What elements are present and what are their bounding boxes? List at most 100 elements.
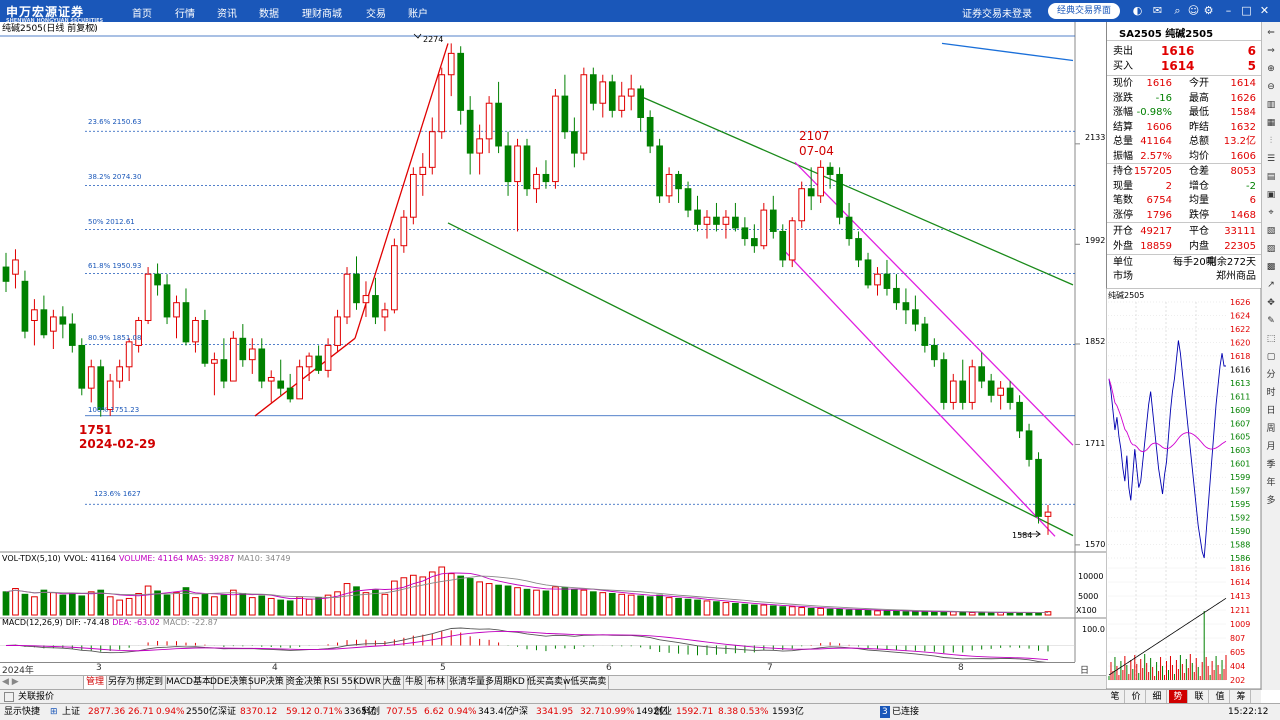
- box-icon[interactable]: ▢: [1266, 352, 1276, 362]
- tab-w-low-buy[interactable]: w低买高卖: [561, 676, 610, 689]
- tab-low-buy[interactable]: 低买高卖: [525, 676, 567, 689]
- target-icon[interactable]: ⌖: [1268, 208, 1274, 218]
- index-value: 8370.12: [240, 707, 278, 717]
- tab-zqh[interactable]: 张清华量: [447, 676, 489, 689]
- volume-bar: [362, 592, 370, 616]
- layout-icon[interactable]: ▤: [1266, 172, 1276, 182]
- nav-news[interactable]: 资讯: [217, 9, 237, 20]
- close-icon[interactable]: ✕: [1259, 4, 1270, 17]
- intraday-price-tick: 1622: [1230, 325, 1250, 334]
- year-icon[interactable]: 年: [1266, 478, 1276, 488]
- nav-data[interactable]: 数据: [259, 9, 279, 20]
- tab-sup[interactable]: SUP决策: [246, 676, 287, 689]
- main-chart-area[interactable]: 纯碱2505(日线 前复权) 2274 1584 2107 07-04 1751…: [0, 22, 1106, 662]
- nav-market[interactable]: 行情: [175, 9, 195, 20]
- kline-icon[interactable]: ⫶: [1269, 136, 1273, 146]
- login-status[interactable]: 证券交易未登录: [962, 9, 1032, 20]
- volume-bar: [305, 598, 313, 616]
- tab-multi-kd[interactable]: 多周期KD: [483, 676, 528, 689]
- candle: [87, 366, 95, 389]
- quick-toggle[interactable]: 显示快捷: [4, 707, 41, 717]
- chart-title: 纯碱2505(日线 前复权): [2, 22, 98, 34]
- nav-account[interactable]: 账户: [408, 9, 428, 20]
- move-icon[interactable]: ✥: [1267, 298, 1275, 308]
- tab-dde[interactable]: DDE决策: [208, 676, 251, 689]
- tab-kdwr[interactable]: KDWR: [351, 676, 384, 689]
- intraday-title: 纯碱2505: [1108, 290, 1144, 300]
- grid-icon[interactable]: ▦: [1266, 118, 1276, 128]
- tab-fund[interactable]: 资金决策: [284, 676, 326, 689]
- multi-icon[interactable]: 多: [1266, 496, 1276, 506]
- quote-value: 1614: [1230, 78, 1256, 89]
- nav-wealth-mall[interactable]: 理财商城: [302, 9, 342, 20]
- minute-icon[interactable]: 分: [1266, 370, 1276, 380]
- btn-detail[interactable]: 细: [1148, 690, 1167, 704]
- window-icon[interactable]: ▩: [1266, 262, 1276, 272]
- connection-status[interactable]: 已连接: [892, 707, 920, 717]
- divider: [1107, 254, 1262, 255]
- arrow-icon[interactable]: ↗: [1267, 280, 1275, 290]
- btn-trend[interactable]: 势: [1169, 690, 1188, 704]
- candle: [192, 319, 199, 343]
- list-icon[interactable]: ☰: [1266, 154, 1276, 164]
- candle: [769, 209, 777, 232]
- zoom-out-icon[interactable]: ⊖: [1267, 82, 1275, 92]
- hour-icon[interactable]: 时: [1266, 388, 1276, 398]
- quote-row: 外盘 18859 内盘 22305: [1107, 240, 1262, 254]
- day-icon[interactable]: 日: [1266, 406, 1276, 416]
- volume-bar: [665, 597, 673, 616]
- tab-save-as[interactable]: 另存为: [106, 676, 139, 689]
- nav-trade[interactable]: 交易: [366, 9, 386, 20]
- related-quote-label[interactable]: 关联报价: [18, 692, 55, 702]
- tab-boll[interactable]: 布林: [425, 676, 449, 689]
- table-icon[interactable]: ▨: [1266, 244, 1276, 254]
- settings-circle-icon[interactable]: [88, 24, 96, 32]
- candle: [324, 344, 332, 371]
- candle: [391, 245, 398, 311]
- btn-chips[interactable]: 筹: [1232, 690, 1251, 704]
- intraday-chart[interactable]: 纯碱2505 1626 1624 1622 1620 1618 1616 1613 1611 1…: [1106, 288, 1261, 689]
- nav-home[interactable]: 首页: [132, 9, 152, 20]
- btn-value[interactable]: 值: [1211, 690, 1230, 704]
- user-icon[interactable]: ☺: [1187, 4, 1200, 17]
- tab-market[interactable]: 大盘: [381, 676, 405, 689]
- pencil-icon[interactable]: ✎: [1267, 316, 1275, 326]
- btn-price[interactable]: 价: [1127, 690, 1146, 704]
- volume-bar: [381, 593, 389, 616]
- back-icon[interactable]: ⇐: [1267, 28, 1275, 38]
- candle: [618, 95, 626, 111]
- compare-icon[interactable]: ▣: [1266, 190, 1276, 200]
- tab-nav-arrows[interactable]: ◀ ▶: [0, 676, 84, 689]
- skin-icon[interactable]: ◐: [1132, 4, 1143, 17]
- grid-icon[interactable]: ⊞: [50, 707, 58, 717]
- tab-manage[interactable]: 管理: [84, 676, 108, 689]
- volume-bar: [220, 594, 228, 616]
- gear-icon[interactable]: ⚙: [1203, 4, 1214, 17]
- forward-icon[interactable]: ⇒: [1267, 46, 1275, 56]
- maximize-icon[interactable]: □: [1241, 4, 1252, 17]
- quote-value: 2: [1165, 180, 1172, 192]
- season-icon[interactable]: 季: [1266, 460, 1276, 470]
- minimize-icon[interactable]: –: [1225, 4, 1232, 17]
- btn-link[interactable]: 联: [1190, 690, 1209, 704]
- intraday-vol-tick: 1211: [1230, 606, 1250, 615]
- tab-bull[interactable]: 牛股: [403, 676, 427, 689]
- shape-icon[interactable]: ⬚: [1266, 334, 1276, 344]
- mail-icon[interactable]: ✉: [1152, 4, 1163, 17]
- calendar-icon[interactable]: ▧: [1266, 226, 1276, 236]
- index-name: 上证: [62, 707, 81, 717]
- tab-macd-basic[interactable]: MACD基本: [164, 676, 214, 689]
- btn-trades[interactable]: 笔: [1106, 690, 1125, 704]
- classic-trade-button[interactable]: 经典交易界面: [1048, 3, 1120, 19]
- expand-icon[interactable]: [4, 692, 14, 702]
- volume-bar: [97, 589, 105, 616]
- tab-bind[interactable]: 绑定到: [134, 676, 167, 689]
- volume-bar: [940, 611, 948, 616]
- week-icon[interactable]: 周: [1266, 424, 1276, 434]
- search-icon[interactable]: ⌕: [1174, 4, 1181, 17]
- vol-unit: X100: [1076, 606, 1097, 615]
- month-icon[interactable]: 月: [1266, 442, 1276, 452]
- tab-rsi[interactable]: RSI 55: [322, 676, 356, 689]
- chart-icon[interactable]: ▥: [1266, 100, 1276, 110]
- zoom-in-icon[interactable]: ⊕: [1267, 64, 1275, 74]
